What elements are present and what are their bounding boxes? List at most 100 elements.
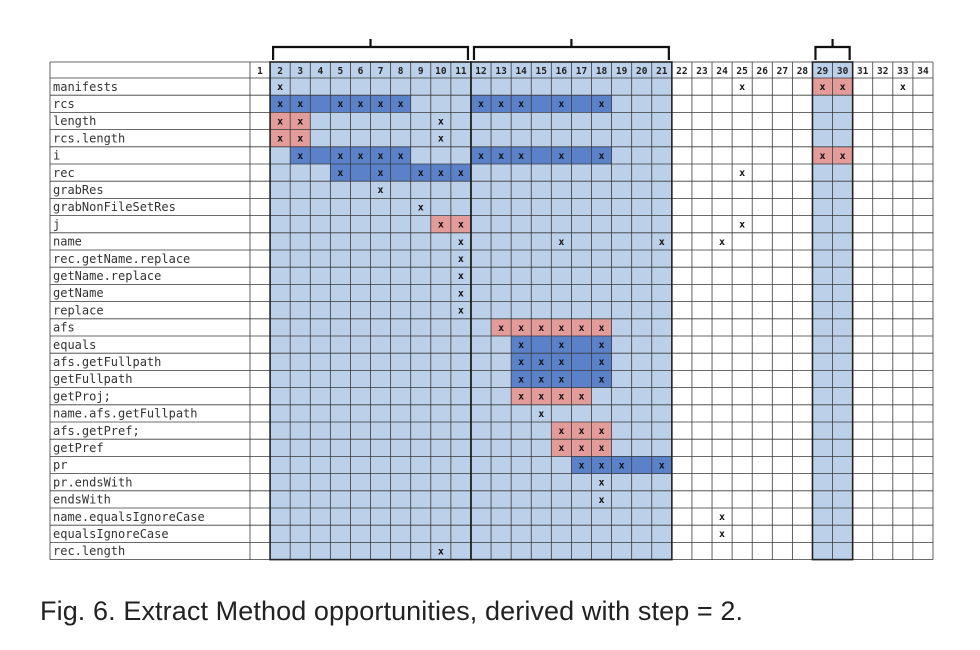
column-header: 3 [297,66,303,77]
cell-mark: x [739,220,745,231]
cell-mark: x [558,323,564,334]
column-header: 17 [576,66,587,77]
cell-mark: x [518,323,524,334]
blue-cell [350,146,371,164]
matrix-figure: 1 2 3 4 5 6 7 8 9 10 11 12 13 14 15 16 17 18 19 20 21 22 23 24 2… [49,39,934,561]
row-label: equalsIgnoreCase [53,527,169,541]
blue-cell [531,146,552,164]
cell-mark: x [599,478,605,489]
blue-cell [511,146,532,164]
red-cell [270,112,291,130]
cell-mark: x [458,237,464,248]
cell-mark: x [719,237,725,248]
cell-mark: x [297,134,303,145]
cell-mark: x [659,460,665,471]
cell-mark: x [599,495,605,506]
cell-mark: x [659,237,665,248]
cell-mark: x [558,443,564,454]
row-label: replace [53,303,104,317]
blue-cell [591,336,612,354]
blue-cell [330,95,351,113]
blue-cell [430,164,451,182]
column-header: 1 [257,66,263,77]
blue-cell [370,146,391,164]
column-header: 4 [317,66,323,77]
column-header: 34 [917,66,929,77]
cell-mark: x [438,546,444,557]
blue-cell [470,95,492,113]
row-label: afs.getPref; [53,424,140,438]
blue-cell [551,336,572,354]
column-header: 11 [455,66,467,77]
blue-cell [290,146,311,164]
blue-cell [531,336,552,354]
red-cell [571,439,592,457]
column-header: 26 [757,66,769,77]
blue-cell [591,353,612,371]
red-cell [551,318,572,336]
blue-cell [511,353,532,371]
range-bracket [271,39,470,60]
blue-cell [450,164,471,182]
row-label: rec.length [53,544,125,558]
cell-mark: x [378,99,384,110]
cell-mark: x [739,168,745,179]
cell-mark: x [378,151,384,162]
cell-mark: x [378,168,384,179]
cell-mark: x [478,151,484,162]
row-label: name.afs.getFullpath [53,407,198,421]
column-header: 21 [656,66,668,77]
red-cell [812,78,833,96]
row-label: grabNonFileSetRes [53,200,176,214]
cell-mark: x [277,134,283,145]
blue-cell [551,95,572,113]
blue-cell [330,146,351,164]
blue-cell [390,95,411,113]
cell-mark: x [498,151,504,162]
cell-mark: x [418,168,424,179]
blue-cell [491,95,512,113]
column-header: 29 [817,66,829,77]
blue-cell [551,146,572,164]
blue-cell [370,95,391,113]
blue-cell [531,353,552,371]
cell-mark: x [599,323,605,334]
row-label: getPref [53,441,104,455]
blue-cell [651,456,672,474]
cell-mark: x [518,357,524,368]
red-cell [571,318,592,336]
red-cell [531,318,552,336]
cell-mark: x [819,82,825,93]
cell-mark: x [297,116,303,127]
column-header: 8 [398,66,404,77]
row-label: afs.getFullpath [53,355,161,369]
row-label: afs [53,321,75,335]
cell-mark: x [518,99,524,110]
cell-mark: x [398,151,404,162]
row-label: rec.getName.replace [53,252,190,266]
red-cell [571,422,592,440]
cell-mark: x [538,357,544,368]
blue-cell [511,336,532,354]
blue-cell [531,370,552,388]
column-header: 24 [716,66,728,77]
cell-mark: x [578,460,584,471]
red-cell [571,387,592,405]
cell-mark: x [498,99,504,110]
blue-cell [551,370,572,388]
cell-mark: x [558,151,564,162]
red-cell [511,318,532,336]
column-header: 6 [358,66,364,77]
cell-mark: x [599,357,605,368]
range-bracket [472,39,670,60]
figure-caption: Fig. 6. Extract Method opportunities, de… [40,596,744,626]
blue-cell [591,146,612,164]
row-label: name.equalsIgnoreCase [53,510,205,524]
cell-mark: x [478,99,484,110]
red-cell [551,422,572,440]
blue-cell [591,370,612,388]
red-cell [591,422,612,440]
row-label: grabRes [53,183,104,197]
row-label: length [53,114,96,128]
red-cell [551,439,572,457]
